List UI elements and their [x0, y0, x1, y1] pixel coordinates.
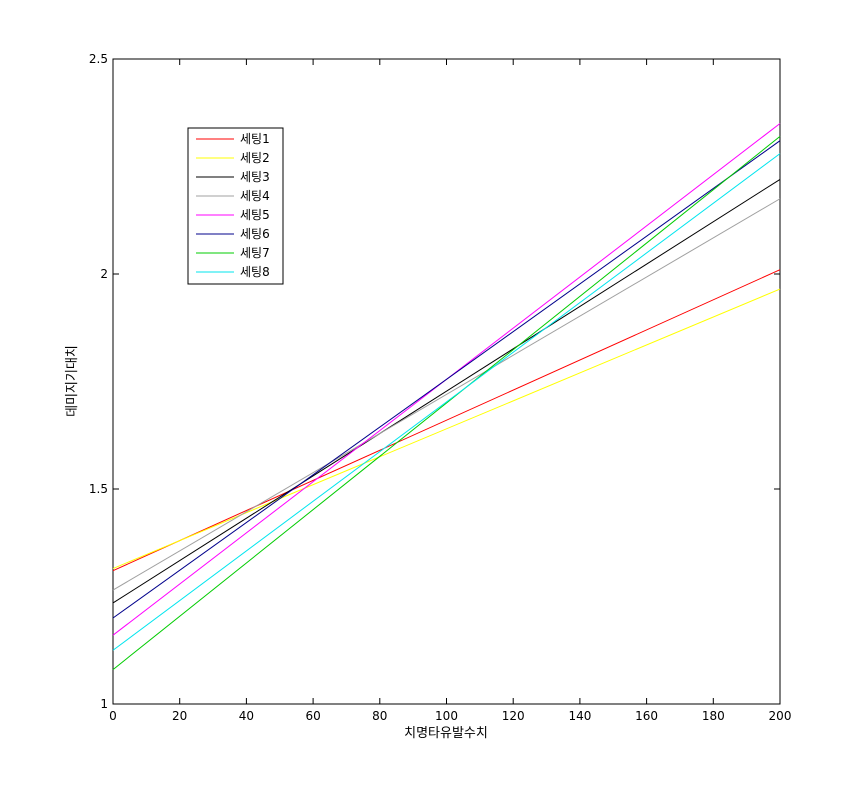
series-line-3: [112, 178, 781, 604]
x-tick-label: 200: [769, 709, 792, 723]
legend-label-1: 세팅1: [240, 132, 270, 146]
legend-label-4: 세팅4: [240, 189, 270, 203]
x-tick-label: 160: [635, 709, 658, 723]
series-layer: [112, 123, 781, 670]
y-tick-label: 2: [100, 267, 108, 281]
x-axis-label: 치명타유발수치: [404, 726, 488, 741]
x-tick-label: 120: [502, 709, 525, 723]
y-tick-label: 2.5: [89, 52, 108, 66]
x-tick-label: 20: [172, 709, 187, 723]
legend-label-6: 세팅6: [240, 227, 270, 241]
x-tick-label: 60: [305, 709, 320, 723]
ticks-layer: 0 20 40 60 80 100 120 140 160 180 200 1 1.5 2 2.5: [89, 52, 792, 723]
x-tick-label: 100: [435, 709, 458, 723]
legend-label-2: 세팅2: [240, 151, 270, 165]
x-tick-label: 140: [568, 709, 591, 723]
legend-label-7: 세팅7: [240, 246, 270, 260]
legend-box: [187, 127, 284, 285]
legend-label-8: 세팅8: [240, 265, 270, 279]
x-tick-label: 0: [109, 709, 117, 723]
series-line-4: [112, 198, 781, 591]
y-tick-label: 1.5: [89, 482, 108, 496]
y-axis-label: 데미지기대치: [65, 345, 80, 417]
series-line-6: [112, 140, 781, 619]
series-line-7: [112, 136, 781, 670]
x-tick-label: 80: [372, 709, 387, 723]
series-line-2: [112, 288, 781, 570]
legend-label-3: 세팅3: [240, 170, 270, 184]
series-line-1: [112, 269, 781, 572]
series-line-8: [112, 153, 781, 651]
y-tick-label: 1: [100, 697, 108, 711]
x-tick-label: 180: [702, 709, 725, 723]
legend-label-5: 세팅5: [240, 208, 270, 222]
legend: 세팅1 세팅2 세팅3 세팅4 세팅5 세팅6 세팅7 세팅8: [187, 127, 284, 285]
x-tick-label: 40: [239, 709, 254, 723]
